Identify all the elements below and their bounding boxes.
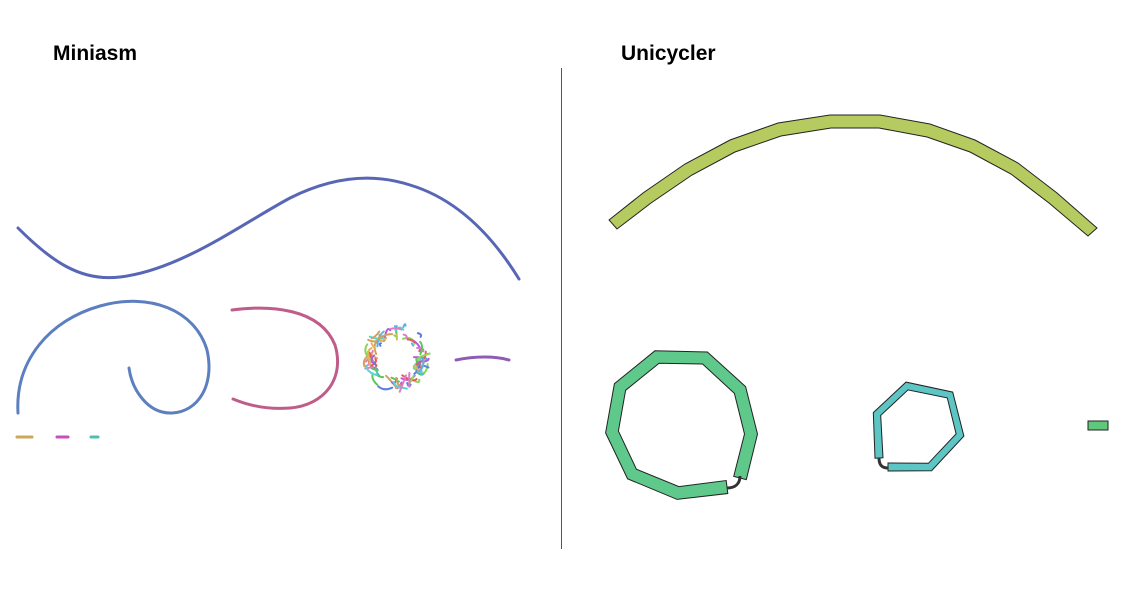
unicycler-large-plasmid-contig	[605, 350, 759, 500]
unicycler-chromosome-contig	[608, 114, 1098, 237]
small-plasmid-link-edge	[877, 457, 889, 470]
miniasm-title: Miniasm	[53, 42, 138, 65]
tangle-strand	[393, 334, 398, 339]
tangle-strand	[416, 357, 430, 363]
tangle-strand	[393, 325, 398, 329]
tangle-strand	[370, 354, 376, 365]
miniasm-tangled-cluster	[362, 323, 431, 393]
tangle-strand	[370, 357, 378, 367]
tangle-strand	[398, 386, 408, 390]
large-plasmid-link-edge	[726, 475, 742, 490]
tangle-strand	[394, 326, 405, 332]
tangle-strand	[390, 376, 400, 383]
tangle-strand	[370, 342, 377, 350]
tangle-center	[388, 347, 406, 365]
miniasm-graph	[15, 176, 521, 439]
tangle-strand	[366, 350, 372, 366]
tangle-strand	[370, 330, 381, 340]
tangle-strand	[416, 352, 431, 362]
tangle-strand	[417, 357, 425, 374]
tangle-strand	[395, 376, 401, 387]
miniasm-long-contig	[16, 176, 521, 281]
tangle-strand	[392, 381, 399, 389]
tangle-strand	[377, 385, 394, 391]
tangle-strand	[385, 374, 398, 389]
tangle-strand	[373, 341, 378, 355]
unicycler-tiny-contig	[1087, 420, 1109, 431]
tangle-strand	[423, 363, 429, 375]
unicycler-graph	[605, 114, 1109, 500]
tangle-strand	[377, 333, 394, 340]
miniasm-c-contig	[230, 306, 340, 410]
miniasm-spiral-contig	[16, 299, 211, 415]
tangle-strand	[419, 340, 424, 356]
tangle-strand	[402, 323, 407, 328]
tangle-strand	[410, 342, 415, 347]
panel-divider	[561, 68, 562, 549]
tangle-strand	[402, 333, 408, 340]
tangle-strand	[406, 338, 416, 344]
unicycler-small-plasmid-contig	[872, 381, 965, 472]
tangle-strand	[416, 332, 423, 338]
tangle-strand	[364, 364, 378, 377]
tangle-strand	[398, 374, 407, 393]
tangle-strand	[390, 327, 403, 331]
miniasm-short-contig	[454, 355, 511, 362]
tangle-strand	[372, 362, 376, 365]
tangle-strand	[378, 342, 382, 347]
unicycler-title: Unicycler	[621, 42, 716, 65]
